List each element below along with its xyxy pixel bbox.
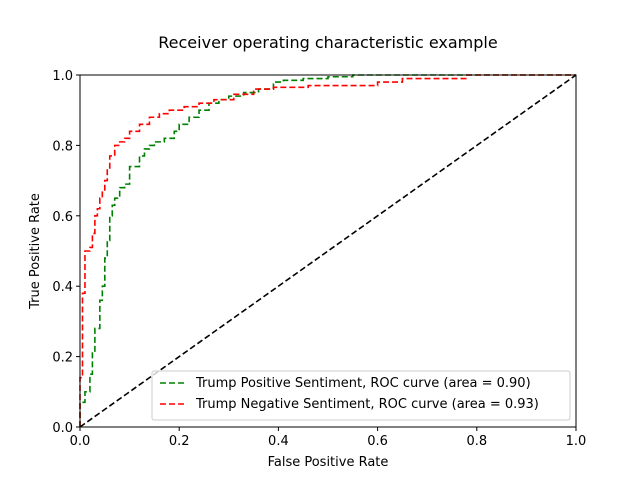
x-tick-label: 0.2 (169, 434, 190, 449)
chart-title: Receiver operating characteristic exampl… (158, 33, 497, 52)
x-tick-label: 0.4 (268, 434, 289, 449)
x-axis-label: False Positive Rate (268, 455, 389, 470)
y-tick-label: 1.0 (52, 69, 73, 84)
legend-label-0: Trump Positive Sentiment, ROC curve (are… (195, 376, 531, 391)
legend-label-1: Trump Negative Sentiment, ROC curve (are… (195, 397, 539, 412)
y-tick-label: 0.6 (52, 210, 73, 225)
x-tick-label: 1.0 (566, 434, 587, 449)
x-tick-label: 0.6 (367, 434, 388, 449)
plot-frame (79, 74, 577, 428)
series-line-2 (79, 74, 577, 428)
y-tick-label: 0.8 (52, 139, 73, 154)
y-tick-label: 0.4 (52, 280, 73, 295)
y-tick-label: 0.2 (52, 351, 73, 366)
y-tick-label: 0.0 (52, 421, 73, 436)
legend: Trump Positive Sentiment, ROC curve (are… (151, 370, 571, 421)
y-axis-label: True Positive Rate (28, 193, 43, 310)
x-tick-label: 0.0 (70, 434, 91, 449)
series-layer (79, 74, 577, 428)
x-tick-label: 0.8 (466, 434, 487, 449)
legend-box (151, 370, 571, 421)
series-line-1 (79, 74, 576, 427)
ticks-layer: 0.0 0.2 0.4 0.6 0.8 1.0 0.0 0.2 0.4 0.6 0.8 1.0 (52, 69, 586, 449)
